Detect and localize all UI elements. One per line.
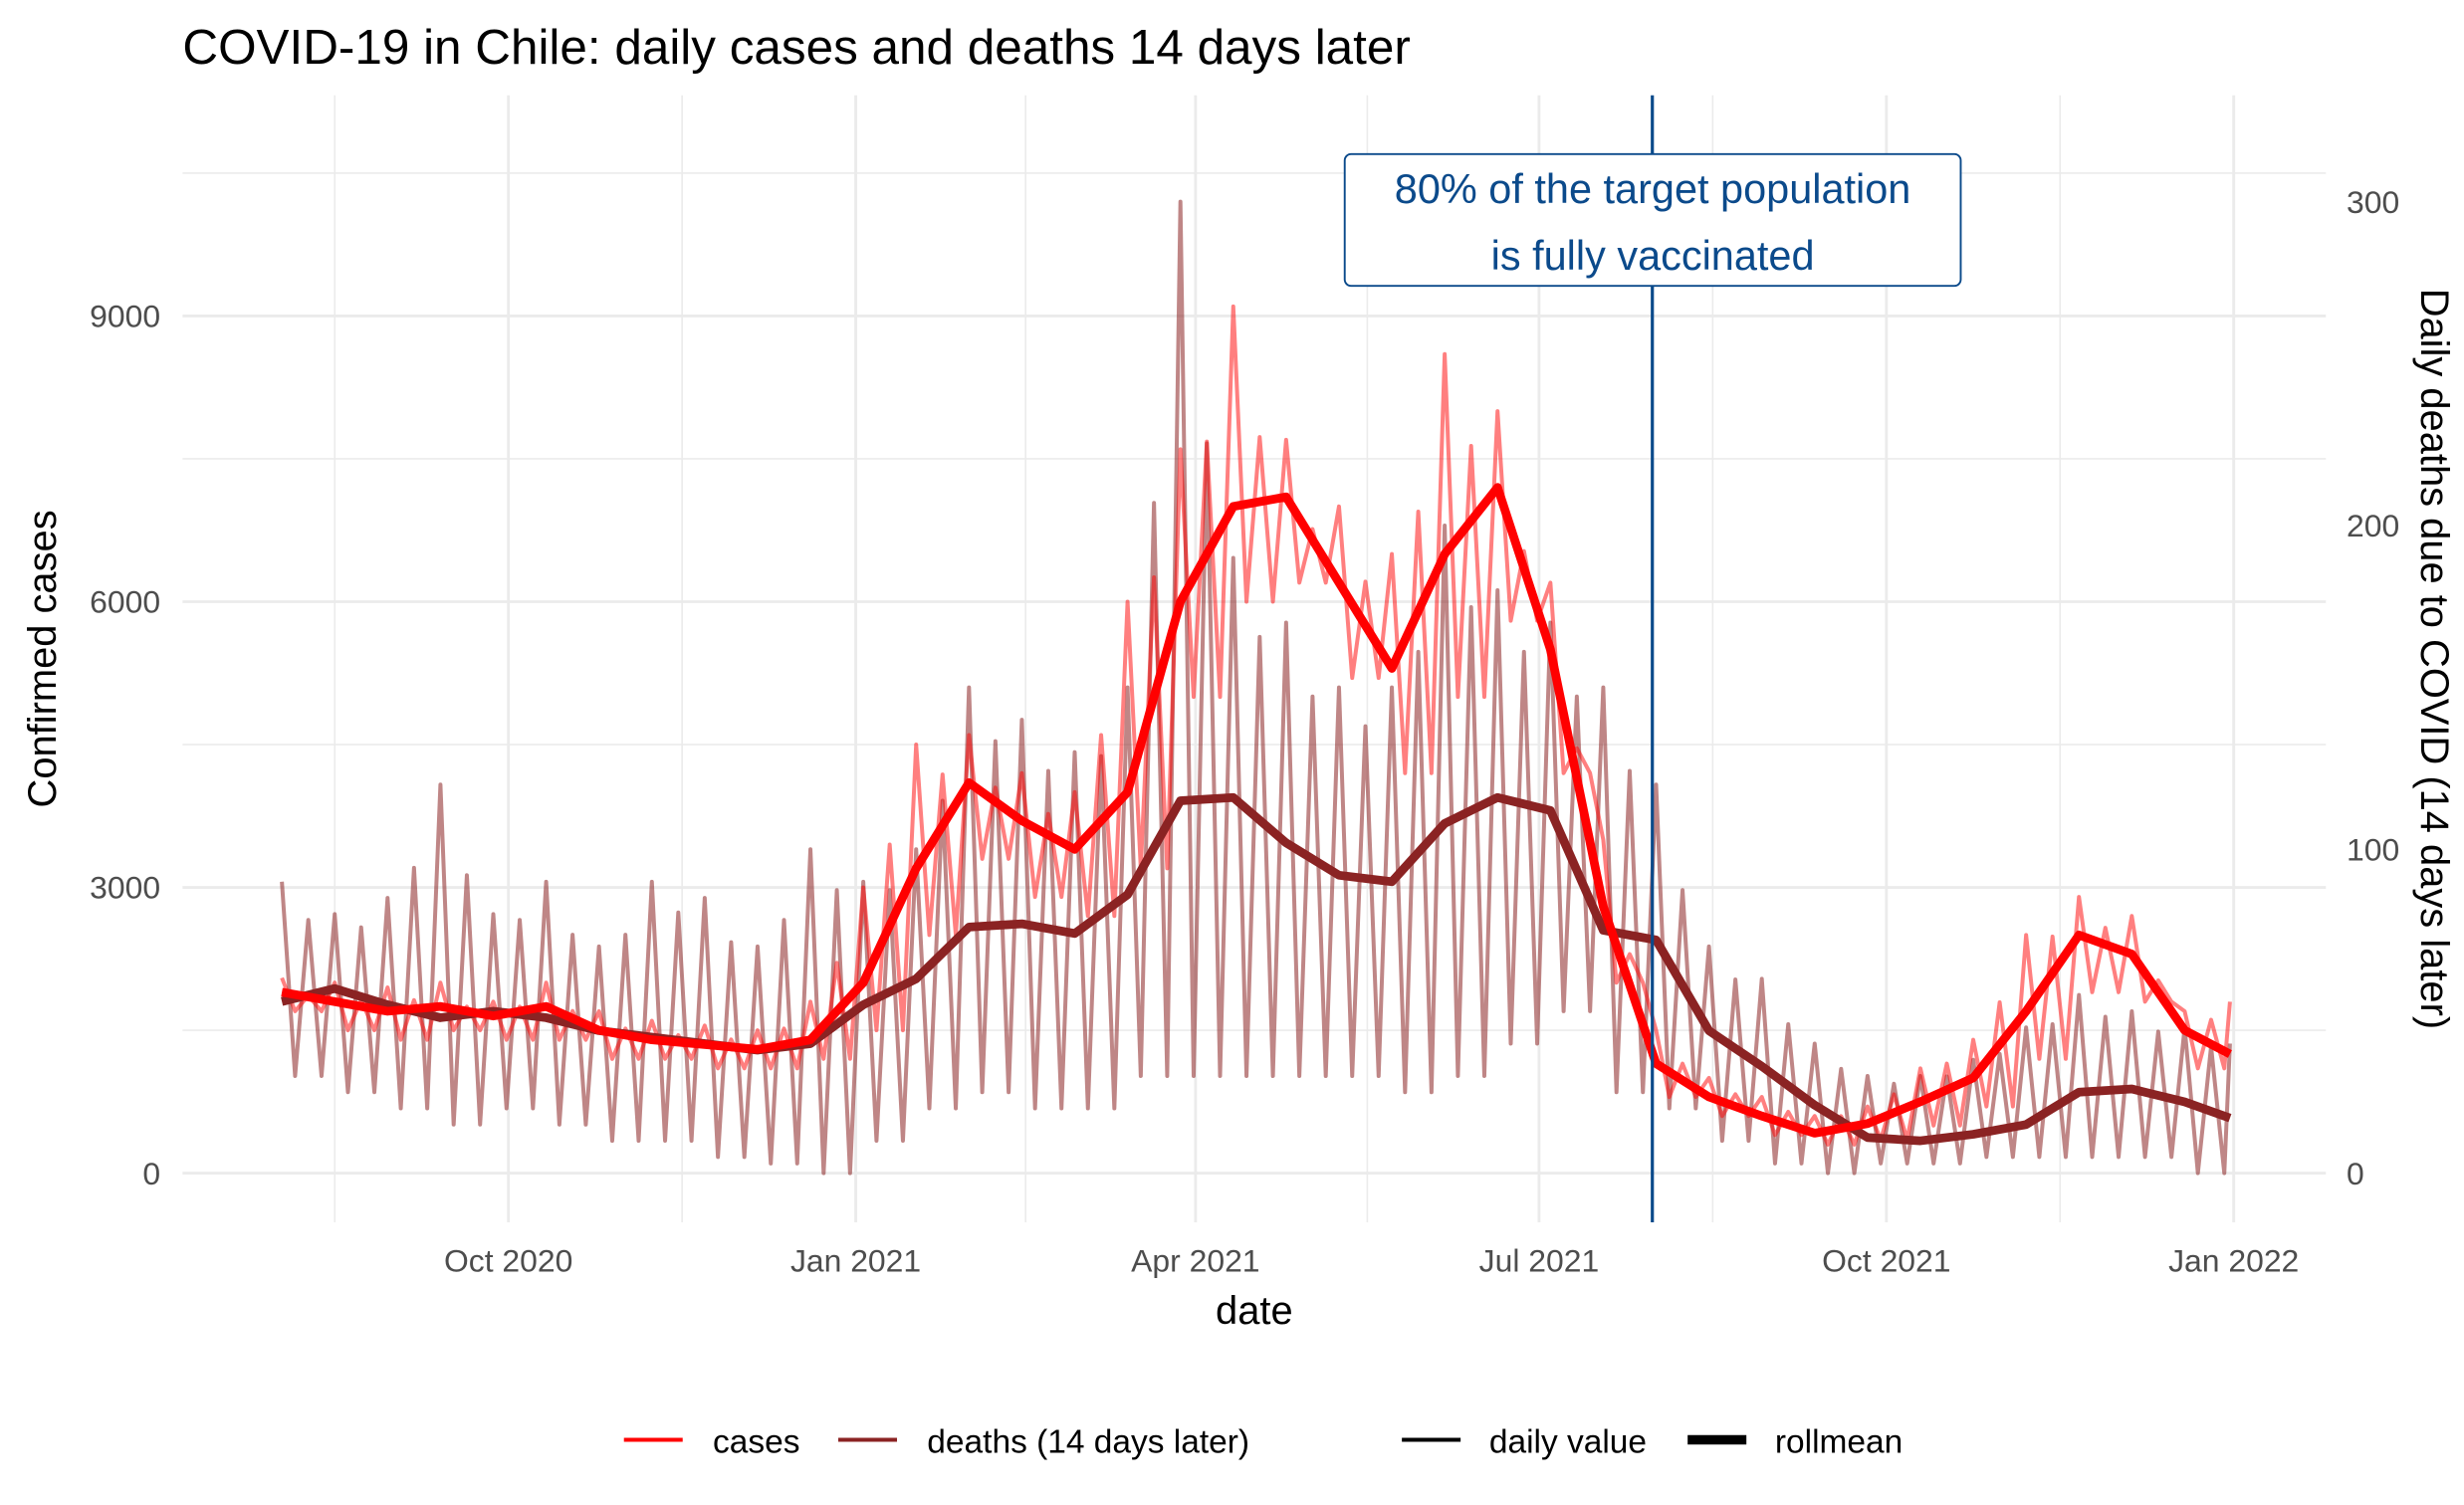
annotation-line1: 80% of the target population xyxy=(1395,165,1911,212)
x-axis-label: date xyxy=(1216,1289,1293,1333)
rollmean-lines xyxy=(281,483,2232,1146)
deaths-daily-line xyxy=(280,199,2232,1176)
annotation-box: 80% of the target population is fully va… xyxy=(1343,152,1962,288)
annotation-line2: is fully vaccinated xyxy=(1491,232,1815,279)
cases-rollmean-line xyxy=(281,483,2232,1138)
x-tick-label: Oct 2021 xyxy=(1822,1242,1950,1278)
y-right-tick-label: 0 xyxy=(2347,1156,2364,1191)
y-tick-label: 6000 xyxy=(90,584,160,620)
legend: cases deaths (14 days later) daily value… xyxy=(623,1423,1903,1460)
y-right-axis-ticks: 0 100 200 300 xyxy=(2347,184,2399,1191)
cases-daily-line xyxy=(280,304,2232,1147)
x-tick-label: Oct 2020 xyxy=(444,1242,572,1278)
chart-title: COVID-19 in Chile: daily cases and death… xyxy=(182,20,1410,75)
y-axis-label: Confirmed cases xyxy=(21,510,65,807)
y-tick-label: 3000 xyxy=(90,870,160,906)
legend-label-daily-value: daily value xyxy=(1489,1423,1647,1460)
x-tick-label: Jan 2021 xyxy=(790,1242,921,1278)
x-tick-label: Apr 2021 xyxy=(1131,1242,1259,1278)
legend-label-cases: cases xyxy=(713,1423,799,1460)
y-right-tick-label: 300 xyxy=(2347,184,2399,220)
daily-lines xyxy=(280,199,2232,1176)
legend-label-rollmean: rollmean xyxy=(1775,1423,1903,1460)
x-tick-label: Jul 2021 xyxy=(1479,1242,1600,1278)
y-tick-label: 9000 xyxy=(90,299,160,334)
y-tick-label: 0 xyxy=(142,1156,160,1191)
legend-label-deaths: deaths (14 days later) xyxy=(927,1423,1249,1460)
y-right-tick-label: 100 xyxy=(2347,831,2399,867)
y-right-tick-label: 200 xyxy=(2347,508,2399,543)
x-tick-label: Jan 2022 xyxy=(2168,1242,2299,1278)
y-right-axis-label: Daily deaths due to COVID (14 days later… xyxy=(2412,289,2456,1029)
x-axis-ticks: Oct 2020 Jan 2021 Apr 2021 Jul 2021 Oct 2021… xyxy=(444,1242,2299,1278)
y-axis-ticks: 0 3000 6000 9000 xyxy=(90,299,160,1191)
